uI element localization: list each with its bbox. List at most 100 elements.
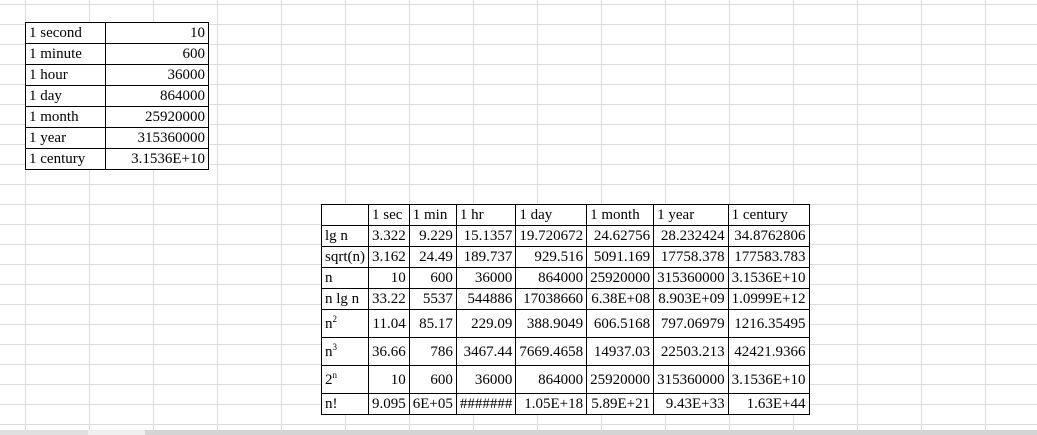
cell[interactable]: 1216.35495	[727, 309, 810, 338]
cell[interactable]: 42421.9366	[727, 337, 810, 366]
cell[interactable]: 25920000	[586, 365, 655, 394]
table-row: n! 9.095 6E+05 ####### 1.05E+18 5.89E+21…	[321, 393, 810, 415]
cell[interactable]: 315360000	[105, 127, 209, 149]
cell[interactable]: 606.5168	[586, 309, 655, 338]
cell[interactable]: 177583.783	[727, 246, 810, 268]
column-header[interactable]: 1 sec	[368, 204, 410, 226]
table-row: 1 month 25920000	[25, 106, 209, 128]
column-header[interactable]: 1 hr	[455, 204, 517, 226]
cell[interactable]: 34.8762806	[727, 225, 810, 247]
cell[interactable]: 33.22	[368, 288, 410, 310]
row-label[interactable]: 2n	[321, 365, 369, 394]
cell[interactable]: 6.38E+08	[586, 288, 655, 310]
cell[interactable]: 1.05E+18	[515, 393, 588, 415]
cell[interactable]: 36.66	[368, 337, 410, 366]
cell[interactable]: 600	[408, 365, 457, 394]
cell[interactable]: 10	[105, 22, 209, 44]
cell[interactable]: 85.17	[408, 309, 457, 338]
cell[interactable]: 3.162	[368, 246, 410, 268]
cell[interactable]: 6E+05	[408, 393, 457, 415]
table-row: 1 second 10	[25, 22, 209, 44]
cell[interactable]: 864000	[515, 267, 588, 289]
cell[interactable]: 1.63E+44	[727, 393, 810, 415]
row-label[interactable]: sqrt(n)	[321, 246, 369, 268]
cell[interactable]: 864000	[105, 85, 209, 107]
row-label[interactable]: n	[321, 267, 369, 289]
cell[interactable]: 36000	[455, 267, 517, 289]
scrollbar-track-segment[interactable]	[0, 430, 88, 435]
cell[interactable]: 14937.03	[586, 337, 655, 366]
table-header-row: 1 sec 1 min 1 hr 1 day 1 month 1 year 1 …	[321, 204, 810, 226]
row-label[interactable]: n3	[321, 337, 369, 366]
cell[interactable]: 1 month	[25, 106, 106, 128]
cell[interactable]: 1 second	[25, 22, 106, 44]
cell[interactable]: 315360000	[653, 267, 729, 289]
cell[interactable]: 25920000	[105, 106, 209, 128]
row-label[interactable]: n!	[321, 393, 369, 415]
cell[interactable]: 5091.169	[586, 246, 655, 268]
cell[interactable]: 1 minute	[25, 43, 106, 65]
row-label-text: n	[325, 270, 333, 286]
cell[interactable]: 8.903E+09	[653, 288, 729, 310]
cell[interactable]: 3.1536E+10	[105, 148, 209, 170]
row-label[interactable]: n2	[321, 309, 369, 338]
cell[interactable]: 19.720672	[515, 225, 588, 247]
cell[interactable]: 10	[368, 267, 410, 289]
cell[interactable]: 24.49	[408, 246, 457, 268]
cell[interactable]: 15.1357	[455, 225, 517, 247]
scrollbar-thumb[interactable]	[145, 430, 1037, 435]
cell[interactable]: 1.0999E+12	[727, 288, 810, 310]
time-conversion-table: 1 second 10 1 minute 600 1 hour 36000 1 …	[25, 22, 209, 170]
cell[interactable]: 229.09	[455, 309, 517, 338]
cell[interactable]: 22503.213	[653, 337, 729, 366]
cell[interactable]: 17758.378	[653, 246, 729, 268]
cell[interactable]: 388.9049	[515, 309, 588, 338]
cell[interactable]: 797.06979	[653, 309, 729, 338]
cell[interactable]: 9.095	[368, 393, 410, 415]
cell[interactable]: 600	[408, 267, 457, 289]
cell[interactable]: 7669.4658	[515, 337, 588, 366]
horizontal-scrollbar[interactable]	[0, 430, 1037, 435]
cell[interactable]: 11.04	[368, 309, 410, 338]
cell[interactable]: 17038660	[515, 288, 588, 310]
cell[interactable]: 24.62756	[586, 225, 655, 247]
cell[interactable]: 3467.44	[455, 337, 517, 366]
column-header[interactable]: 1 day	[515, 204, 588, 226]
row-label[interactable]: lg n	[321, 225, 369, 247]
cell[interactable]: 315360000	[653, 365, 729, 394]
cell[interactable]: 25920000	[586, 267, 655, 289]
cell[interactable]: 1 year	[25, 127, 106, 149]
cell[interactable]: #######	[455, 393, 517, 415]
cell[interactable]: 3.322	[368, 225, 410, 247]
column-header[interactable]: 1 min	[408, 204, 457, 226]
row-label-text: sqrt(n)	[325, 249, 365, 265]
cell[interactable]: 5.89E+21	[586, 393, 655, 415]
row-label[interactable]: n lg n	[321, 288, 369, 310]
cell[interactable]: 1 hour	[25, 64, 106, 86]
cell[interactable]: 929.516	[515, 246, 588, 268]
cell[interactable]: 1 century	[25, 148, 106, 170]
cell[interactable]: 9.43E+33	[653, 393, 729, 415]
table-row: 1 century 3.1536E+10	[25, 148, 209, 170]
cell[interactable]: 36000	[105, 64, 209, 86]
cell[interactable]	[321, 204, 369, 226]
cell[interactable]: 10	[368, 365, 410, 394]
cell[interactable]: 1 day	[25, 85, 106, 107]
cell[interactable]: 189.737	[455, 246, 517, 268]
cell[interactable]: 786	[408, 337, 457, 366]
row-label-text: n	[325, 343, 333, 360]
cell[interactable]: 3.1536E+10	[727, 267, 810, 289]
column-header[interactable]: 1 year	[653, 204, 729, 226]
cell[interactable]: 600	[105, 43, 209, 65]
cell[interactable]: 864000	[515, 365, 588, 394]
cell[interactable]: 28.232424	[653, 225, 729, 247]
table-row: 1 minute 600	[25, 43, 209, 65]
cell[interactable]: 544886	[455, 288, 517, 310]
column-header[interactable]: 1 month	[586, 204, 655, 226]
cell[interactable]: 5537	[408, 288, 457, 310]
row-label-text: n lg n	[325, 291, 360, 307]
cell[interactable]: 9.229	[408, 225, 457, 247]
cell[interactable]: 3.1536E+10	[727, 365, 810, 394]
cell[interactable]: 36000	[455, 365, 517, 394]
column-header[interactable]: 1 century	[727, 204, 810, 226]
